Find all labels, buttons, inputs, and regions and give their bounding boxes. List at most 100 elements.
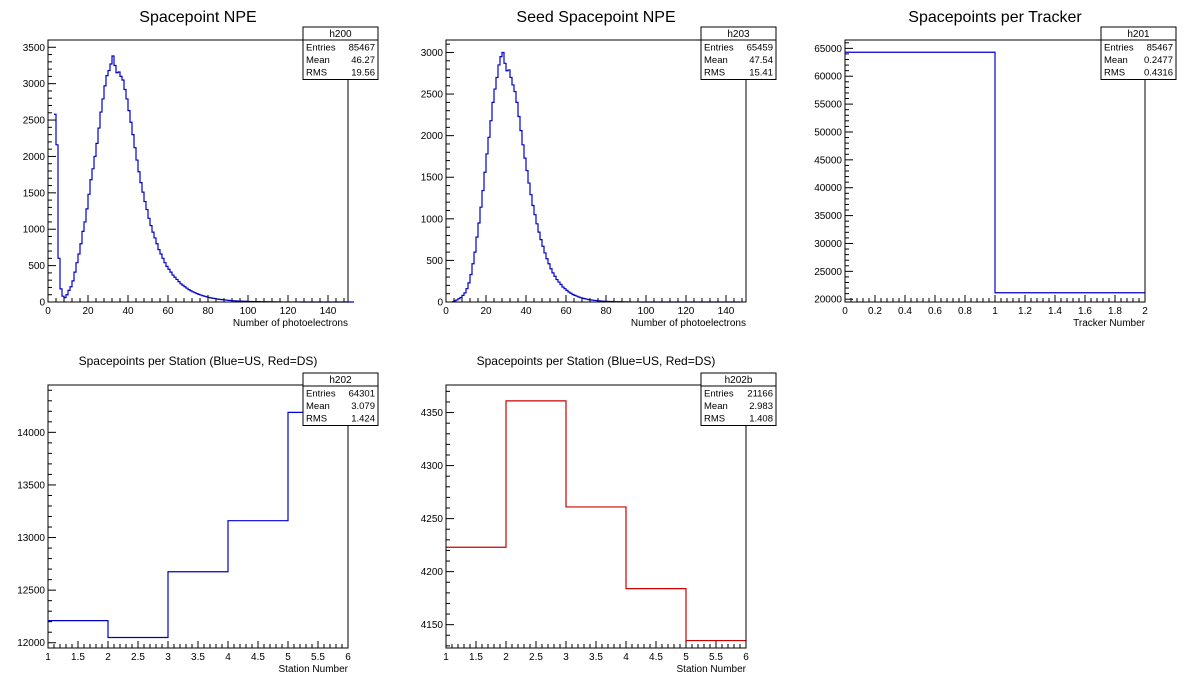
x-tick-label: 2 bbox=[1142, 306, 1148, 317]
x-tick-label: 80 bbox=[202, 306, 214, 317]
x-tick-label: 100 bbox=[240, 306, 257, 317]
x-tick-label: 1.5 bbox=[71, 652, 85, 663]
x-tick-label: 2.5 bbox=[529, 652, 543, 663]
x-tick-label: 6 bbox=[345, 652, 351, 663]
y-tick-label: 1500 bbox=[421, 173, 444, 184]
stats-value: 15.41 bbox=[749, 68, 773, 79]
stats-value: 0.4316 bbox=[1144, 68, 1173, 79]
stats-box-name: h201 bbox=[1127, 29, 1150, 40]
y-tick-label: 0 bbox=[39, 298, 45, 309]
stats-label: Mean bbox=[306, 401, 330, 412]
stats-box: h201 Entries 85467 Mean 0.2477 RMS 0.4316 bbox=[1100, 26, 1177, 80]
y-tick-label: 30000 bbox=[814, 239, 842, 250]
y-tick-label: 1500 bbox=[23, 188, 46, 199]
histogram-h202b: Spacepoints per Station (Blue=US, Red=DS… bbox=[421, 354, 777, 675]
y-tick-label: 60000 bbox=[814, 72, 842, 83]
chart-title: Seed Spacepoint NPE bbox=[516, 9, 675, 26]
x-tick-label: 1 bbox=[992, 306, 998, 317]
x-tick-label: 0 bbox=[443, 306, 449, 317]
x-tick-label: 80 bbox=[600, 306, 612, 317]
stats-label: Mean bbox=[1104, 55, 1128, 66]
stats-label: RMS bbox=[306, 414, 327, 425]
x-tick-label: 2 bbox=[105, 652, 111, 663]
x-tick-label: 6 bbox=[743, 652, 749, 663]
y-tick-label: 2000 bbox=[23, 152, 46, 163]
y-tick-label: 65000 bbox=[814, 44, 842, 55]
y-tick-label: 40000 bbox=[814, 183, 842, 194]
y-tick-label: 14000 bbox=[17, 428, 45, 439]
x-tick-label: 120 bbox=[678, 306, 695, 317]
stats-value: 1.408 bbox=[749, 414, 773, 425]
x-tick-label: 4.5 bbox=[251, 652, 265, 663]
x-tick-label: 4 bbox=[225, 652, 231, 663]
y-tick-label: 3500 bbox=[23, 43, 46, 54]
stats-box-name: h200 bbox=[329, 29, 352, 40]
x-tick-label: 3.5 bbox=[191, 652, 205, 663]
x-axis-label: Station Number bbox=[279, 664, 349, 675]
x-tick-label: 3.5 bbox=[589, 652, 603, 663]
x-tick-label: 40 bbox=[122, 306, 134, 317]
y-tick-label: 4300 bbox=[421, 461, 444, 472]
stats-box-name: h202 bbox=[329, 375, 352, 386]
histogram-line bbox=[845, 51, 1145, 294]
x-tick-label: 0.4 bbox=[898, 306, 912, 317]
stats-label: RMS bbox=[704, 414, 725, 425]
x-axis-label: Tracker Number bbox=[1073, 318, 1146, 329]
x-tick-label: 140 bbox=[320, 306, 337, 317]
histogram-line bbox=[54, 55, 354, 303]
y-tick-label: 4350 bbox=[421, 408, 444, 419]
y-tick-label: 55000 bbox=[814, 100, 842, 111]
y-tick-label: 45000 bbox=[814, 155, 842, 166]
x-tick-label: 1 bbox=[45, 652, 51, 663]
chart-title: Spacepoint NPE bbox=[139, 9, 256, 26]
stats-label: Mean bbox=[704, 55, 728, 66]
stats-label: RMS bbox=[1104, 68, 1125, 79]
stats-value: 0.2477 bbox=[1144, 55, 1173, 66]
stats-box-frame bbox=[700, 372, 777, 426]
stats-label: Entries bbox=[704, 43, 734, 54]
x-tick-label: 0.2 bbox=[868, 306, 882, 317]
stats-label: Entries bbox=[1104, 43, 1134, 54]
y-tick-label: 35000 bbox=[814, 211, 842, 222]
x-tick-label: 20 bbox=[480, 306, 492, 317]
y-tick-label: 4200 bbox=[421, 567, 444, 578]
y-tick-label: 500 bbox=[426, 256, 443, 267]
x-axis-label: Number of photoelectrons bbox=[233, 318, 348, 329]
stats-value: 47.54 bbox=[749, 55, 773, 66]
histogram-line bbox=[446, 400, 746, 642]
stats-value: 85467 bbox=[1147, 43, 1173, 54]
stats-box-frame bbox=[302, 372, 379, 426]
x-tick-label: 4.5 bbox=[649, 652, 663, 663]
chart-title: Spacepoints per Station (Blue=US, Red=DS… bbox=[477, 354, 716, 368]
x-tick-label: 100 bbox=[638, 306, 655, 317]
x-tick-label: 0 bbox=[45, 306, 51, 317]
stats-value: 46.27 bbox=[351, 55, 375, 66]
x-axis-label: Station Number bbox=[677, 664, 747, 675]
x-tick-label: 5 bbox=[285, 652, 291, 663]
stats-box: h203 Entries 65459 Mean 47.54 RMS 15.41 bbox=[700, 26, 777, 80]
x-tick-label: 1.4 bbox=[1048, 306, 1062, 317]
stats-label: Mean bbox=[306, 55, 330, 66]
stats-box-name: h203 bbox=[727, 29, 750, 40]
chart-title: Spacepoints per Station (Blue=US, Red=DS… bbox=[79, 354, 318, 368]
x-tick-label: 1.2 bbox=[1018, 306, 1032, 317]
y-tick-label: 13500 bbox=[17, 480, 45, 491]
x-tick-label: 1.5 bbox=[469, 652, 483, 663]
y-tick-label: 4150 bbox=[421, 620, 444, 631]
stats-box: h202 Entries 64301 Mean 3.079 RMS 1.424 bbox=[302, 372, 379, 426]
y-tick-label: 0 bbox=[437, 298, 443, 309]
y-tick-label: 1000 bbox=[23, 225, 46, 236]
y-tick-label: 2500 bbox=[23, 116, 46, 127]
stats-value: 1.424 bbox=[351, 414, 375, 425]
histogram-line bbox=[48, 411, 348, 639]
stats-box-frame bbox=[302, 26, 379, 80]
x-tick-label: 0 bbox=[842, 306, 848, 317]
histogram-h201: Spacepoints per Tracker 0 0.2 0.4 0.6 0.8 1 1.2… bbox=[814, 9, 1177, 329]
y-tick-label: 13000 bbox=[17, 533, 45, 544]
y-tick-label: 2000 bbox=[421, 131, 444, 142]
stats-label: RMS bbox=[704, 68, 725, 79]
y-tick-label: 12000 bbox=[17, 638, 45, 649]
histogram-line bbox=[452, 51, 740, 303]
